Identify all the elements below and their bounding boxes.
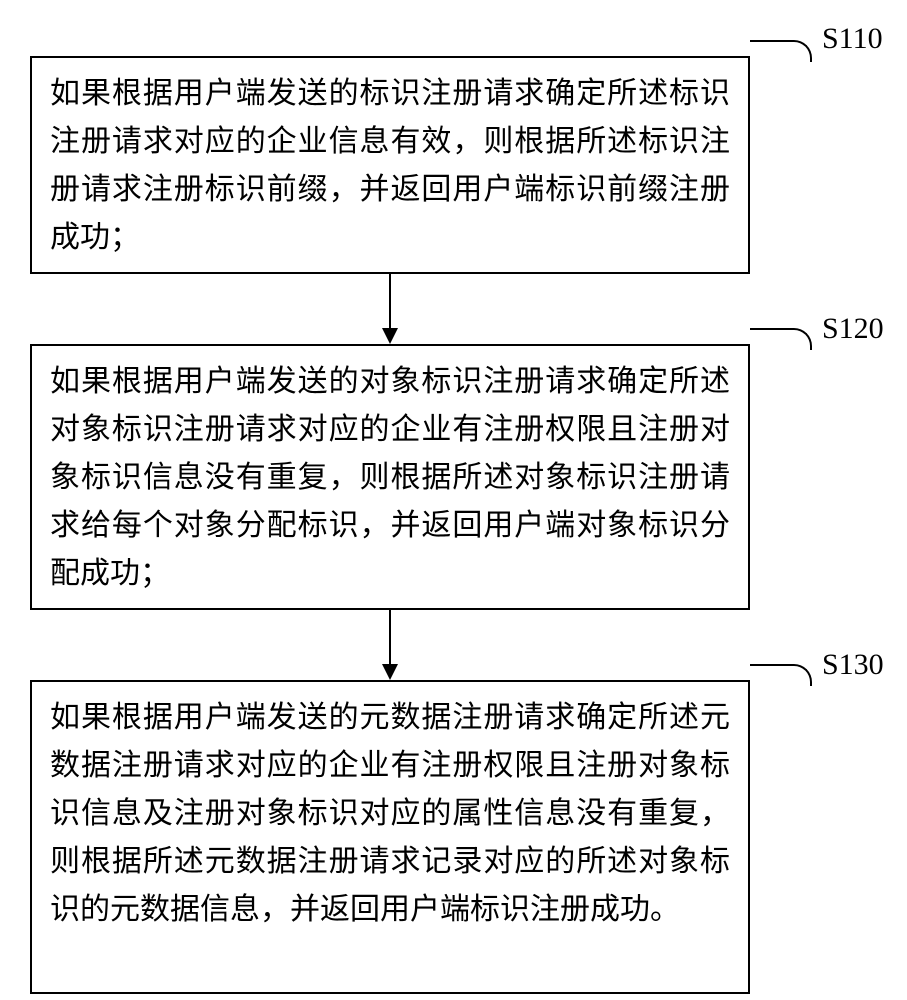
step-label-s120: S120	[822, 312, 884, 346]
flow-node-s130-text: 如果根据用户端发送的元数据注册请求确定所述元数据注册请求对应的企业有注册权限且注…	[50, 694, 730, 934]
leader-line-s110	[750, 40, 812, 62]
leader-line-s130	[750, 664, 812, 686]
arrow-s110-s120	[378, 274, 402, 344]
flow-node-s120: 如果根据用户端发送的对象标识注册请求确定所述对象标识注册请求对应的企业有注册权限…	[30, 344, 750, 610]
flow-node-s110: 如果根据用户端发送的标识注册请求确定所述标识注册请求对应的企业信息有效，则根据所…	[30, 56, 750, 274]
flow-node-s130: 如果根据用户端发送的元数据注册请求确定所述元数据注册请求对应的企业有注册权限且注…	[30, 680, 750, 994]
leader-line-s120	[750, 328, 812, 350]
flowchart-canvas: 如果根据用户端发送的标识注册请求确定所述标识注册请求对应的企业信息有效，则根据所…	[0, 0, 907, 1000]
flow-node-s110-text: 如果根据用户端发送的标识注册请求确定所述标识注册请求对应的企业信息有效，则根据所…	[50, 70, 730, 262]
arrow-s120-s130	[378, 610, 402, 680]
step-label-s130: S130	[822, 648, 884, 682]
flow-node-s120-text: 如果根据用户端发送的对象标识注册请求确定所述对象标识注册请求对应的企业有注册权限…	[50, 358, 730, 598]
step-label-s110: S110	[822, 22, 883, 56]
